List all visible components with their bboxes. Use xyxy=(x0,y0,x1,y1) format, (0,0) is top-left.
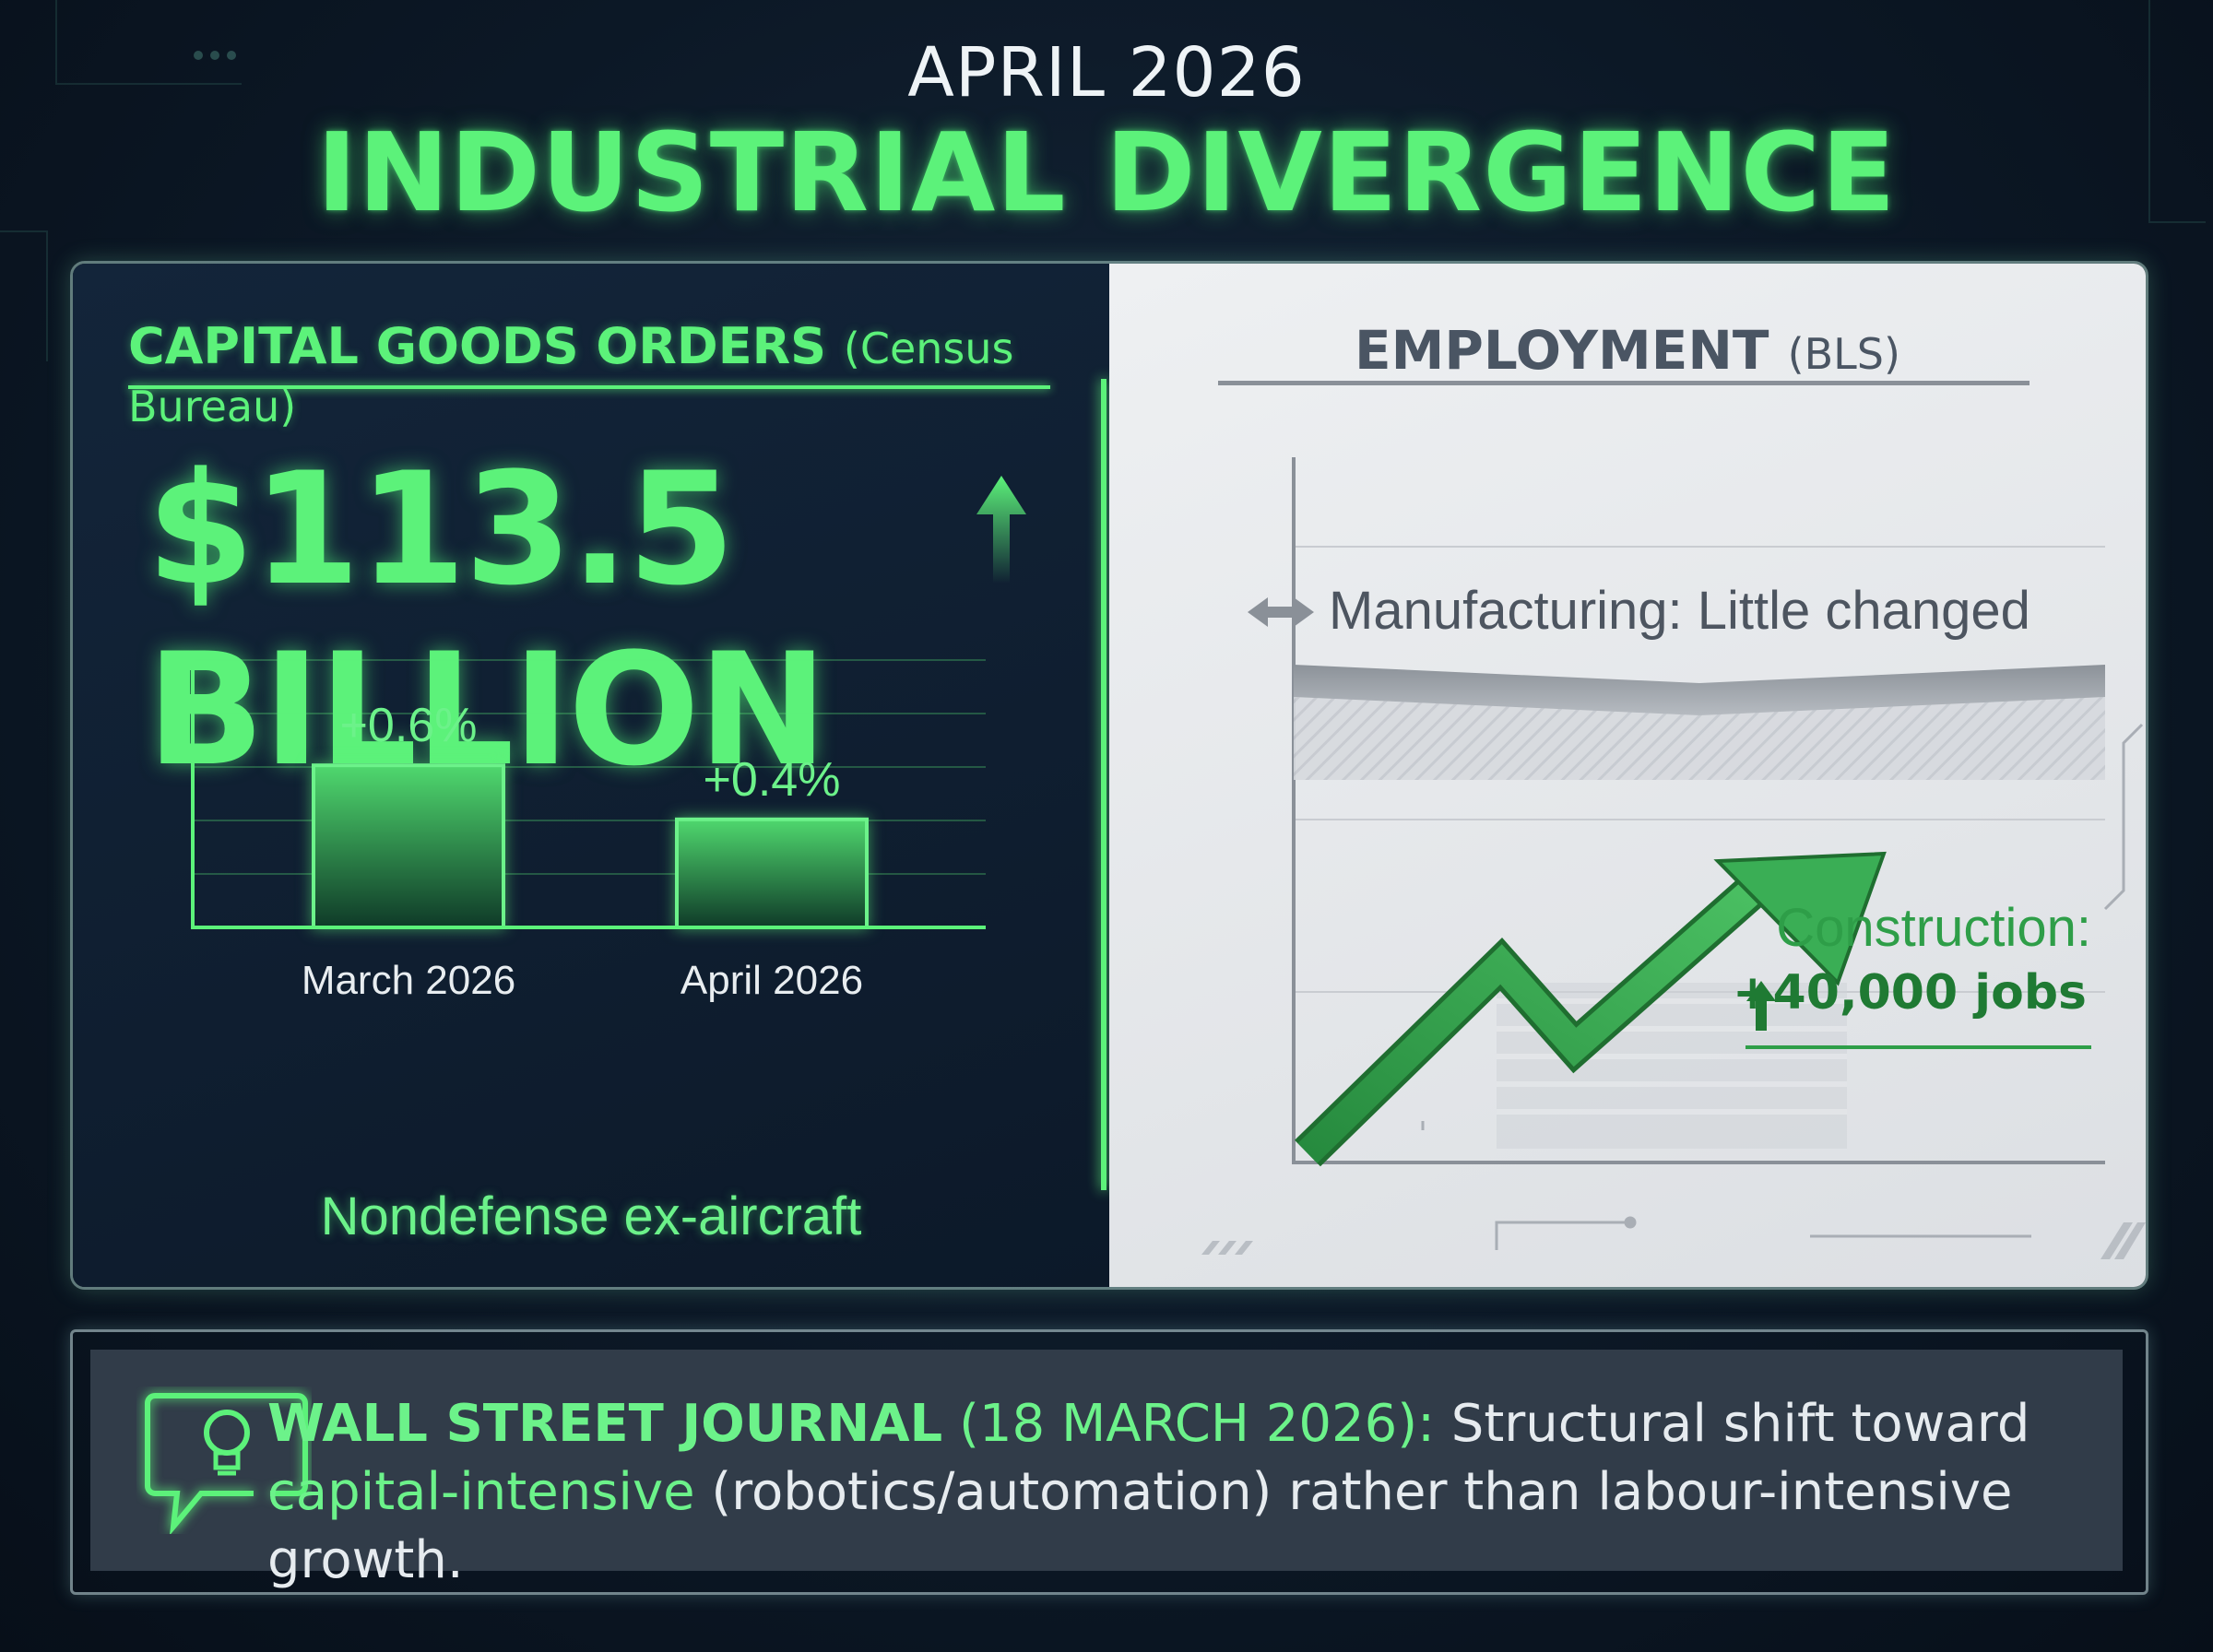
employment-title-underline xyxy=(1218,381,2030,385)
chart-footnote: Nondefense ex-aircraft xyxy=(320,1186,862,1246)
quote-panel xyxy=(90,1350,2123,1571)
quote-date: (18 MARCH 2026): xyxy=(959,1394,1435,1454)
category-label: April 2026 xyxy=(680,958,863,1003)
decorative-stripes xyxy=(1201,1222,2146,1259)
employment-panel: EMPLOYMENT (BLS) xyxy=(1109,264,2146,1287)
construction-arrow xyxy=(1295,851,1887,1167)
bar-data-label: +0.4% xyxy=(704,753,841,807)
quote-highlight: capital-intensive xyxy=(267,1462,695,1522)
double-arrow-icon xyxy=(1248,597,1314,627)
quote-text-1: Structural shift toward xyxy=(1434,1394,2030,1454)
title-underline xyxy=(128,385,1050,389)
construction-label: Construction: xyxy=(1776,898,2091,958)
panel-divider xyxy=(1101,379,1106,1190)
employment-title-text: EMPLOYMENT xyxy=(1355,319,1769,382)
quote-text: WALL STREET JOURNAL (18 MARCH 2026): Str… xyxy=(267,1390,2075,1595)
page-title: INDUSTRIAL DIVERGENCE xyxy=(316,109,1897,236)
circuit-trace xyxy=(2148,0,2206,223)
capital-goods-title-text: CAPITAL GOODS ORDERS xyxy=(128,317,827,375)
header-date: APRIL 2026 xyxy=(907,33,1306,112)
lightbulb-speech-icon xyxy=(145,1393,308,1534)
circuit-trace xyxy=(55,0,242,85)
capital-goods-panel: CAPITAL GOODS ORDERS (Census Bureau) $11… xyxy=(73,264,1109,1287)
manufacturing-band xyxy=(1294,697,2105,780)
manufacturing-label: Manufacturing: Little changed xyxy=(1329,581,2030,641)
quote-source: WALL STREET JOURNAL xyxy=(267,1394,943,1454)
capital-goods-title: CAPITAL GOODS ORDERS (Census Bureau) xyxy=(128,317,1109,433)
employment-title: EMPLOYMENT (BLS) xyxy=(1109,319,2146,382)
quote-text-2: (robotics/automation) rather than labour… xyxy=(267,1462,2013,1590)
circuit-dots xyxy=(194,48,249,60)
capital-goods-source: (Census Bureau) xyxy=(128,324,1014,431)
construction-shading xyxy=(1497,983,1847,1149)
quote-frame xyxy=(70,1329,2148,1595)
bar-2 xyxy=(675,817,869,929)
employment-source: (BLS) xyxy=(1787,329,1900,379)
construction-value: +40,000 jobs xyxy=(1733,965,2087,1021)
employment-chart: Manufacturing: Little changed Constructi… xyxy=(1201,457,2146,1259)
capital-goods-bar-chart: +0.6% March 2026 +0.4% April 2026 xyxy=(191,657,986,1003)
bar-1 xyxy=(312,763,505,929)
circuit-trace xyxy=(0,230,48,361)
category-label: March 2026 xyxy=(302,958,515,1003)
main-panel: CAPITAL GOODS ORDERS (Census Bureau) $11… xyxy=(70,261,2148,1290)
circuit-trace xyxy=(1421,723,2144,1250)
up-arrow-icon xyxy=(976,476,1026,584)
construction-up-arrow-icon xyxy=(1746,981,1776,1031)
bar-data-label: +0.6% xyxy=(340,699,478,752)
manufacturing-line xyxy=(1294,665,2105,715)
